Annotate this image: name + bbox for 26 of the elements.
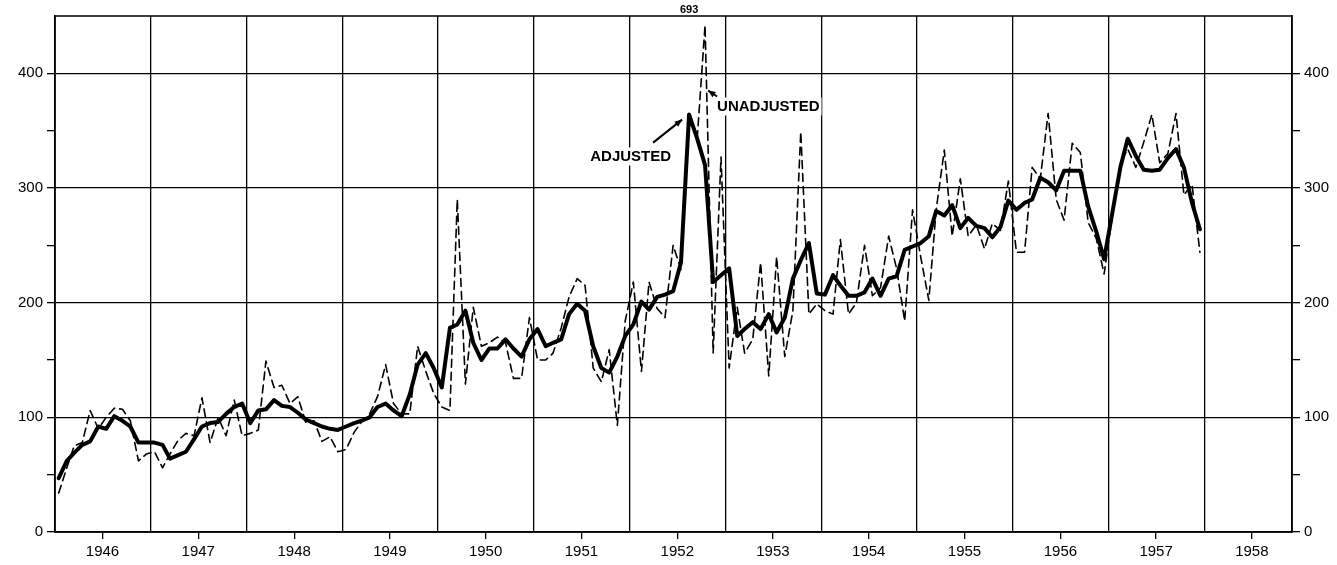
y-tick-label: 200	[17, 292, 43, 310]
x-tick-label: 1954	[852, 542, 886, 560]
y-tick-label: 400	[17, 63, 43, 81]
x-tick-label: 1948	[277, 542, 311, 560]
y-tick-label: 0	[34, 522, 43, 540]
y-tick-label: 100	[17, 407, 43, 425]
y-tick-label: 300	[17, 178, 43, 196]
x-tick-label: 1946	[85, 542, 120, 560]
y2-tick-label: 400	[1304, 63, 1330, 81]
y2-tick-label: 200	[1304, 292, 1330, 310]
x-tick-label: 1955	[947, 542, 982, 560]
x-tick-label: 1950	[468, 542, 503, 560]
x-tick-label: 1957	[1139, 542, 1173, 560]
x-tick-label: 1958	[1235, 542, 1269, 560]
annotation: UNADJUSTED	[717, 96, 820, 114]
text: 693	[679, 2, 699, 15]
x-tick-label: 1949	[373, 542, 407, 560]
y2-tick-label: 300	[1304, 178, 1330, 196]
x-tick-label: 1947	[181, 542, 215, 560]
y2-tick-label: 0	[1304, 522, 1313, 540]
x-tick-label: 1953	[756, 542, 790, 560]
annotation: ADJUSTED	[590, 146, 672, 164]
x-tick-label: 1951	[564, 542, 599, 560]
y2-tick-label: 100	[1304, 407, 1330, 425]
x-tick-label: 1956	[1043, 542, 1078, 560]
x-tick-label: 1952	[660, 542, 694, 560]
